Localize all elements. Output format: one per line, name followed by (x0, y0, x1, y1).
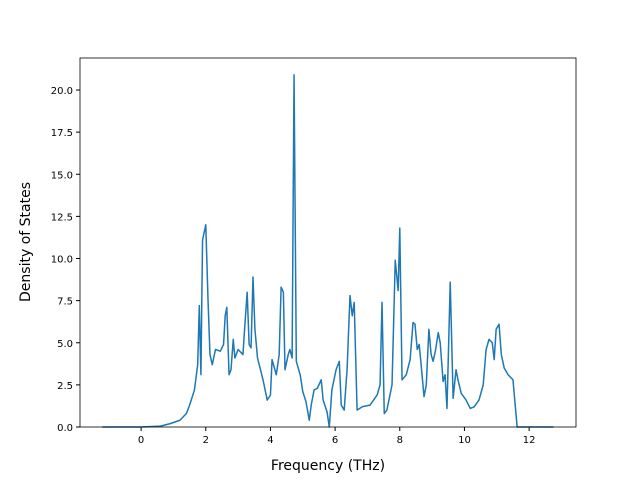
x-tick-label: 10 (458, 435, 471, 446)
x-tick-label: 4 (267, 435, 273, 446)
plot-frame (79, 57, 577, 428)
x-tick-label: 8 (397, 435, 403, 446)
y-axis-label: Density of States (18, 182, 34, 302)
x-axis-label: Frequency (THz) (271, 458, 385, 474)
line-series (102, 74, 554, 428)
x-tick-label: 2 (203, 435, 209, 446)
x-tick-label: 12 (523, 435, 536, 446)
y-tick-label: 10.0 (51, 255, 73, 266)
y-tick-label: 17.5 (51, 128, 73, 139)
y-tick-label: 5.0 (57, 339, 73, 350)
y-tick-label: 7.5 (57, 297, 73, 308)
y-tick-label: 12.5 (51, 212, 73, 223)
x-tick-label: 6 (332, 435, 338, 446)
x-tick-label: 0 (138, 435, 144, 446)
y-tick-label: 20.0 (51, 86, 73, 97)
y-tick-label: 15.0 (51, 170, 73, 181)
y-tick-label: 0.0 (57, 423, 73, 434)
y-tick-label: 2.5 (57, 381, 73, 392)
